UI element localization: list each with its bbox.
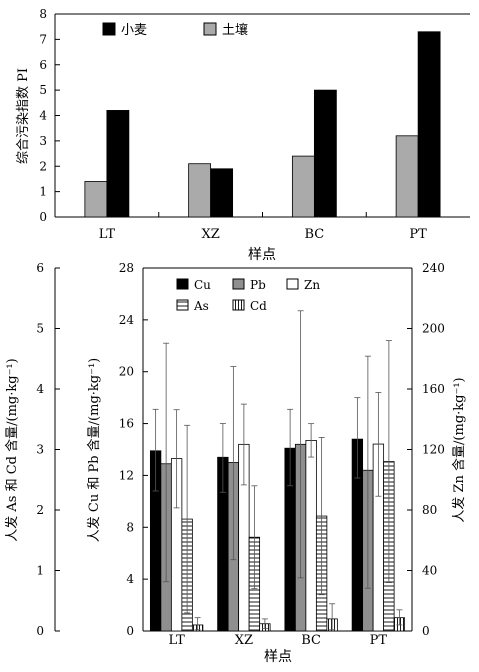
pi-y-tick-label: 5 bbox=[39, 83, 47, 97]
as-cd-axis-label: 人发 As 和 Cd 含量/(mg·kg⁻¹) bbox=[4, 358, 20, 541]
pi-legend-swatch-soil bbox=[203, 22, 217, 36]
pi-chart: 0 1 2 3 4 5 6 7 8 LT XZ BC PT 小麦 土壤 综合污染指数 PI 样点 bbox=[16, 7, 470, 263]
as-cd-tick-label: 0 bbox=[36, 624, 44, 638]
cu-pb-tick-label: 20 bbox=[119, 365, 134, 379]
as-cd-tick-label: 5 bbox=[36, 322, 44, 336]
legend-label-cu: Cu bbox=[194, 278, 211, 292]
pi-y-tick-label: 0 bbox=[39, 210, 47, 224]
cu-pb-axis-label: 人发 Cu 和 Pb 含量/(mg·kg⁻¹) bbox=[86, 358, 102, 543]
pi-bar-soil-lt bbox=[84, 181, 108, 218]
pi-y-tick-label: 4 bbox=[39, 109, 47, 123]
cu-pb-tick-label: 28 bbox=[119, 261, 134, 275]
zn-tick-label: 240 bbox=[422, 261, 445, 275]
as-cd-tick-label: 2 bbox=[36, 503, 44, 517]
legend-swatch-cu bbox=[176, 278, 189, 290]
legend-label-as: As bbox=[193, 299, 209, 313]
hair-x-tick-label: LT bbox=[169, 633, 186, 648]
legend-swatch-as bbox=[176, 299, 189, 311]
pi-bar-wheat-xz bbox=[210, 168, 234, 218]
legend-swatch-cd bbox=[232, 299, 245, 311]
hair-x-tick-label: XZ bbox=[235, 633, 253, 648]
cu-pb-ticks: 0 4 8 12 16 20 24 28 bbox=[119, 261, 148, 638]
pi-y-tick-label: 1 bbox=[39, 185, 47, 199]
cu-pb-tick-label: 8 bbox=[126, 520, 134, 534]
legend-label-cd: Cd bbox=[250, 299, 267, 313]
cu-pb-tick-label: 12 bbox=[119, 468, 134, 482]
as-cd-tick-label: 3 bbox=[36, 443, 44, 457]
zn-tick-label: 120 bbox=[422, 443, 445, 457]
zn-tick-label: 80 bbox=[422, 503, 437, 517]
pi-x-axis-label: 样点 bbox=[248, 247, 276, 263]
pi-y-tick-label: 2 bbox=[39, 159, 47, 173]
as-cd-tick-label: 6 bbox=[36, 261, 44, 275]
zn-axis-label: 人发 Zn 含量/(mg·kg⁻¹) bbox=[451, 377, 467, 522]
hair-x-axis-label: 样点 bbox=[264, 649, 292, 665]
hair-legend: Cu Pb Zn As Cd bbox=[176, 278, 320, 313]
zn-tick-label: 200 bbox=[422, 322, 445, 336]
pi-legend-label-wheat: 小麦 bbox=[121, 23, 147, 38]
cu-pb-tick-label: 0 bbox=[126, 624, 134, 638]
zn-tick-label: 40 bbox=[422, 564, 437, 578]
pi-x-tick-label: PT bbox=[409, 227, 427, 242]
zn-tick-label: 0 bbox=[422, 624, 430, 638]
pi-bar-wheat-lt bbox=[106, 110, 130, 218]
legend-label-zn: Zn bbox=[304, 278, 320, 292]
as-cd-tick-label: 4 bbox=[36, 382, 44, 396]
legend-label-pb: Pb bbox=[250, 278, 266, 292]
legend-swatch-zn bbox=[286, 278, 299, 290]
pi-bars bbox=[84, 31, 441, 218]
pi-legend-swatch-wheat bbox=[102, 22, 116, 36]
hair-x-tick-label: PT bbox=[370, 633, 388, 648]
as-cd-ticks: 0 1 2 3 4 5 6 bbox=[36, 261, 60, 638]
legend-swatch-pb bbox=[232, 278, 245, 290]
zn-ticks: 0 40 80 120 160 200 240 bbox=[407, 261, 445, 638]
cu-pb-tick-label: 24 bbox=[119, 313, 135, 327]
pi-y-tick-label: 6 bbox=[39, 58, 47, 72]
pi-y-tick-label: 3 bbox=[39, 134, 47, 148]
as-cd-tick-label: 1 bbox=[36, 564, 44, 578]
hair-x-tick-label: BC bbox=[301, 633, 321, 648]
hair-bars bbox=[149, 310, 406, 632]
pi-bar-soil-bc bbox=[291, 155, 315, 218]
pi-legend: 小麦 土壤 bbox=[102, 22, 248, 38]
pi-bar-wheat-pt bbox=[417, 31, 441, 218]
pi-y-tick-label: 7 bbox=[39, 32, 47, 46]
zn-tick-label: 160 bbox=[422, 382, 445, 396]
pi-y-axis-label: 综合污染指数 PI bbox=[16, 68, 31, 164]
pi-y-tick-label: 8 bbox=[39, 7, 47, 21]
pi-x-tick-label: BC bbox=[305, 227, 325, 242]
pi-bar-wheat-bc bbox=[313, 89, 337, 218]
pi-y-ticks: 0 1 2 3 4 5 6 7 8 bbox=[39, 7, 60, 224]
pi-bar-soil-pt bbox=[395, 135, 419, 218]
bar-zn-bc bbox=[305, 440, 317, 632]
pi-bar-soil-xz bbox=[188, 163, 212, 218]
hair-x-ticks: LT XZ BC PT bbox=[169, 633, 388, 648]
cu-pb-tick-label: 16 bbox=[119, 417, 134, 431]
pi-x-tick-label: XZ bbox=[201, 227, 219, 242]
cu-pb-tick-label: 4 bbox=[126, 572, 134, 586]
pi-legend-label-soil: 土壤 bbox=[222, 22, 248, 38]
pi-x-ticks: LT XZ BC PT bbox=[99, 212, 427, 242]
pi-x-tick-label: LT bbox=[99, 227, 116, 242]
